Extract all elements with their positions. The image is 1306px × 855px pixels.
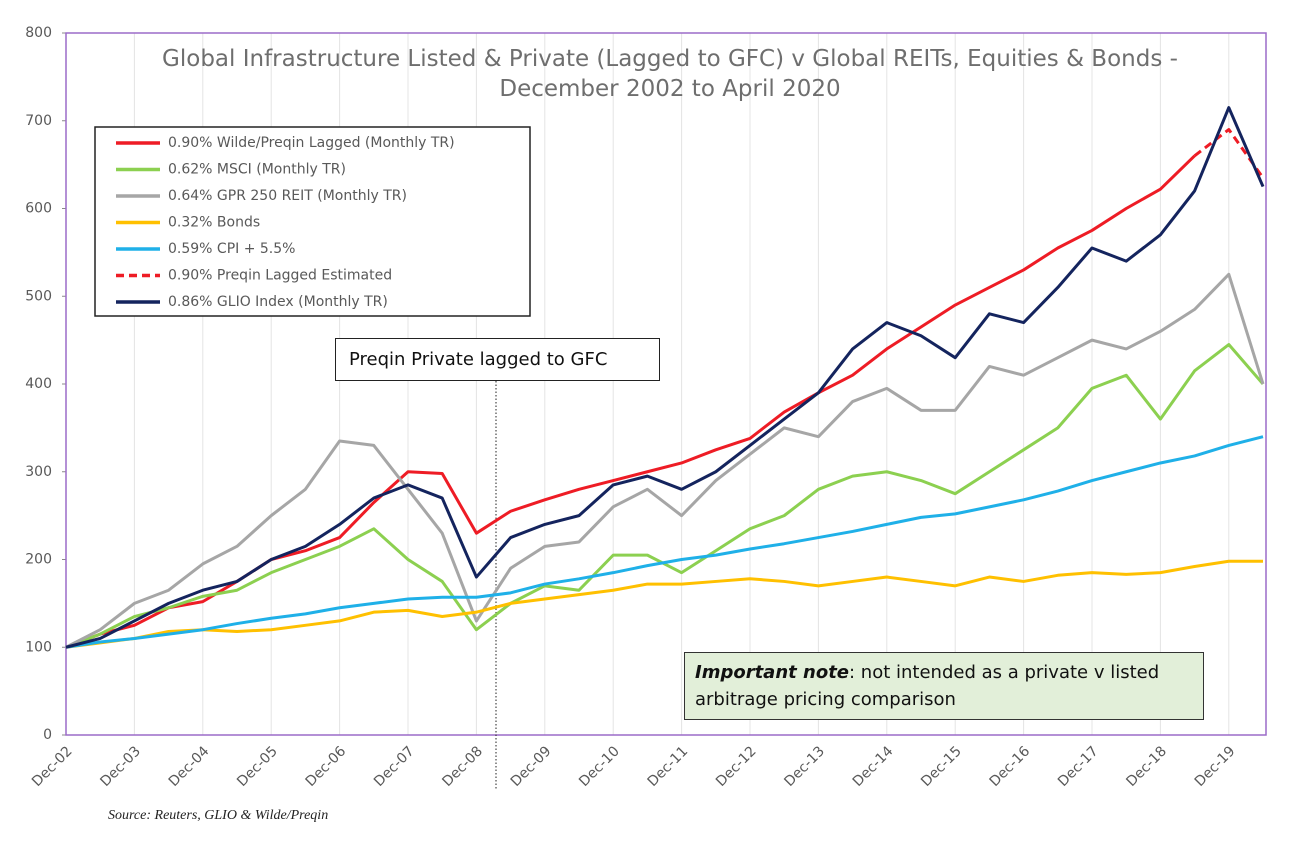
y-tick-label: 0 <box>43 727 52 743</box>
x-tick-label: Dec-12 <box>713 743 760 790</box>
x-tick-label: Dec-08 <box>439 743 486 790</box>
annotation: Preqin Private lagged to GFC <box>335 338 660 381</box>
source: Source: Reuters, GLIO & Wilde/Preqin <box>108 808 329 823</box>
legend-label: 0.32% Bonds <box>168 215 260 231</box>
x-tick-label: Dec-15 <box>918 743 965 790</box>
x-tick-label: Dec-02 <box>29 743 76 790</box>
legend-label: 0.90% Wilde/Preqin Lagged (Monthly TR) <box>168 135 455 151</box>
legend-label: 0.62% MSCI (Monthly TR) <box>168 162 346 178</box>
line-series <box>65 343 1265 649</box>
y-tick-label: 400 <box>25 376 52 392</box>
x-tick-label: Dec-06 <box>303 743 350 790</box>
x-tick-label: Dec-17 <box>1055 743 1102 790</box>
x-tick-label: Dec-14 <box>850 743 897 790</box>
plot-border <box>65 32 1267 736</box>
y-tick-label: 300 <box>25 464 52 480</box>
legend-label: 0.59% CPI + 5.5% <box>168 241 295 257</box>
y-tick-label: 200 <box>25 552 52 568</box>
x-tick-label: Dec-10 <box>576 743 623 790</box>
y-tick-label: 500 <box>25 288 52 304</box>
x-tick-label: Dec-18 <box>1123 743 1170 790</box>
x-tick-label: Dec-03 <box>97 743 144 790</box>
y-tick-label: 600 <box>25 201 52 217</box>
legend-label: 0.90% Preqin Lagged Estimated <box>168 268 392 284</box>
line-series <box>65 559 1263 649</box>
x-tick-label: Dec-19 <box>1192 743 1239 790</box>
line-series <box>65 272 1265 649</box>
x-tick-label: Dec-09 <box>508 743 555 790</box>
note: Important note: not intended as a privat… <box>684 652 1204 720</box>
note-text: : not intended as a private v listed arb… <box>695 662 1160 710</box>
y-tick-label: 800 <box>25 25 52 41</box>
x-tick-label: Dec-04 <box>166 743 213 790</box>
y-tick-label: 100 <box>25 639 52 655</box>
x-tick-label: Dec-07 <box>371 743 418 790</box>
legend-box <box>94 126 531 317</box>
x-tick-label: Dec-11 <box>645 743 692 790</box>
chart-title: Global Infrastructure Listed & Private (… <box>162 46 1178 102</box>
x-tick-label: Dec-13 <box>781 743 828 790</box>
y-tick-label: 700 <box>25 113 52 129</box>
legend-label: 0.64% GPR 250 REIT (Monthly TR) <box>168 188 407 204</box>
x-tick-label: Dec-16 <box>987 743 1034 790</box>
line-series <box>65 106 1265 649</box>
note-label: Important note <box>695 662 850 683</box>
x-tick-label: Dec-05 <box>234 743 281 790</box>
line-series <box>65 435 1264 649</box>
legend-label: 0.86% GLIO Index (Monthly TR) <box>168 294 388 310</box>
